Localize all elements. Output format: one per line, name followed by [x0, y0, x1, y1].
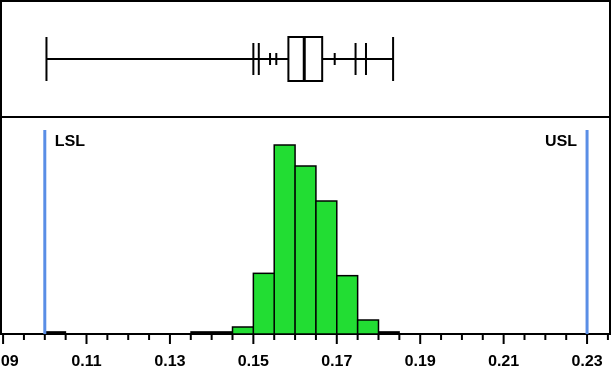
histogram-bar	[294, 165, 317, 335]
histogram-bar	[356, 319, 380, 335]
x-tick-label: 0.19	[405, 353, 436, 370]
x-axis: 0.09 0.11 0.13 0.15 0.17 0.19 0.21 0.23	[0, 334, 609, 370]
spec-limits: LSL USL	[43, 130, 589, 334]
spec-label-usl: USL	[545, 133, 577, 150]
x-tick-label: 0.11	[71, 353, 101, 370]
x-tick-label: 0.17	[321, 353, 352, 370]
histogram-bar	[315, 200, 338, 335]
histogram-bar	[377, 331, 400, 335]
x-tick-label: 0.13	[154, 353, 185, 370]
histogram-bar	[231, 326, 255, 335]
histogram-bar	[336, 274, 359, 335]
histogram-bar	[252, 272, 275, 335]
spec-label-lsl: LSL	[55, 133, 85, 150]
x-tick-label: 0.09	[0, 353, 19, 370]
boxplot	[45, 36, 395, 82]
histogram-bar	[273, 144, 296, 335]
histogram-bar	[44, 331, 67, 335]
x-tick-label: 0.15	[238, 353, 269, 370]
x-tick-label: 0.23	[571, 353, 602, 370]
histogram-bar	[190, 331, 234, 335]
histogram	[44, 144, 400, 335]
x-tick-label: 0.21	[488, 353, 519, 370]
